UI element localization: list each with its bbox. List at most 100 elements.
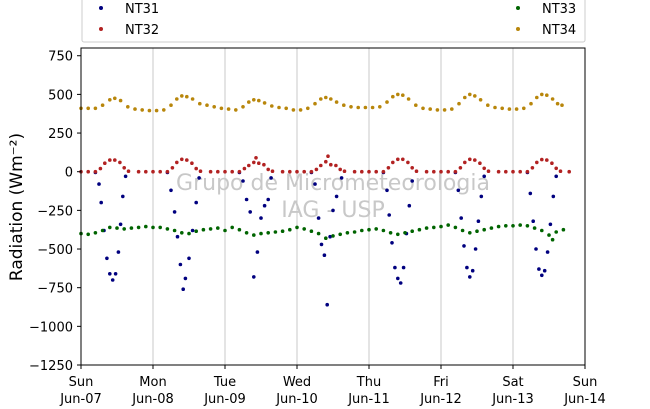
data-point <box>216 226 220 230</box>
y-tick-label: 250 <box>48 127 73 142</box>
data-point <box>136 169 141 174</box>
legend-label-nt33: NT33 <box>542 2 576 17</box>
data-point <box>288 169 292 174</box>
data-point <box>529 101 533 106</box>
y-tick-label: −750 <box>37 282 73 297</box>
data-point <box>486 103 490 107</box>
legend-frame <box>81 0 586 43</box>
data-point <box>410 229 415 233</box>
data-point <box>540 273 544 278</box>
data-point <box>205 103 209 107</box>
data-point <box>458 166 463 170</box>
data-point <box>244 197 249 202</box>
data-point <box>560 103 564 107</box>
x-tick-day: Sun <box>573 375 598 390</box>
data-point <box>165 169 170 174</box>
data-point <box>154 108 159 113</box>
data-point <box>165 227 170 231</box>
data-point <box>476 219 481 223</box>
data-point <box>98 166 103 171</box>
data-point <box>185 94 189 99</box>
data-point <box>118 222 123 227</box>
watermark-line-1: Grupo de Micrometeorologia <box>176 171 490 196</box>
data-point <box>180 231 184 235</box>
data-point <box>511 169 515 174</box>
data-point <box>288 227 292 232</box>
data-point <box>403 231 407 235</box>
data-point <box>334 100 339 104</box>
data-point <box>352 169 357 174</box>
data-point <box>421 106 425 111</box>
data-point <box>534 247 538 251</box>
legend-marker-nt31 <box>99 6 103 10</box>
data-point <box>465 265 469 270</box>
data-point <box>180 94 184 98</box>
data-point <box>468 92 472 97</box>
data-point <box>162 108 166 112</box>
data-point <box>381 228 386 233</box>
data-point <box>266 231 271 235</box>
data-point <box>169 103 173 107</box>
data-point <box>118 160 122 165</box>
data-point <box>116 250 121 254</box>
data-point <box>284 106 289 111</box>
data-point <box>540 228 544 233</box>
legend-label-nt31: NT31 <box>125 2 159 17</box>
data-point <box>446 169 451 174</box>
data-point <box>252 233 256 237</box>
data-point <box>345 231 350 235</box>
data-point <box>518 169 522 174</box>
data-point <box>262 101 267 105</box>
data-point <box>410 179 415 183</box>
data-point <box>374 169 379 174</box>
data-point <box>273 230 278 234</box>
data-point <box>257 161 261 165</box>
data-point <box>390 241 394 245</box>
data-point <box>388 231 393 235</box>
data-point <box>324 236 328 240</box>
data-point <box>295 225 299 230</box>
data-point <box>266 167 271 172</box>
data-point <box>356 105 361 110</box>
data-point <box>370 105 375 110</box>
data-point <box>197 176 201 180</box>
data-point <box>468 231 472 235</box>
data-point <box>396 157 400 162</box>
data-point <box>385 100 389 104</box>
data-point <box>532 226 537 230</box>
data-point <box>401 93 405 97</box>
data-point <box>151 169 155 174</box>
x-tick-date: Jun-08 <box>131 392 174 407</box>
data-point <box>185 158 189 162</box>
legend-entry-nt33: NT33 <box>516 2 576 17</box>
data-point <box>136 225 141 230</box>
data-point <box>262 162 266 167</box>
data-point <box>550 161 554 165</box>
data-point <box>108 98 112 102</box>
data-point <box>316 231 321 236</box>
data-point <box>535 95 539 100</box>
series-nt32 <box>79 154 571 174</box>
data-point <box>385 188 389 193</box>
data-point <box>450 107 454 111</box>
legend-marker-nt33 <box>516 6 520 10</box>
data-point <box>482 227 487 232</box>
data-point <box>360 228 364 233</box>
data-point <box>241 179 245 183</box>
data-point <box>248 210 252 214</box>
data-point <box>525 169 530 174</box>
data-point <box>325 302 330 307</box>
data-point <box>93 169 98 174</box>
data-point <box>511 224 515 228</box>
data-point <box>302 169 307 174</box>
data-point <box>453 169 458 174</box>
data-point <box>103 161 107 165</box>
data-point <box>223 228 227 233</box>
data-point <box>391 160 395 165</box>
data-point <box>545 158 549 162</box>
data-point <box>522 106 526 111</box>
data-point <box>518 223 522 227</box>
data-point <box>242 166 247 171</box>
data-point <box>158 225 162 230</box>
data-point <box>133 107 137 111</box>
